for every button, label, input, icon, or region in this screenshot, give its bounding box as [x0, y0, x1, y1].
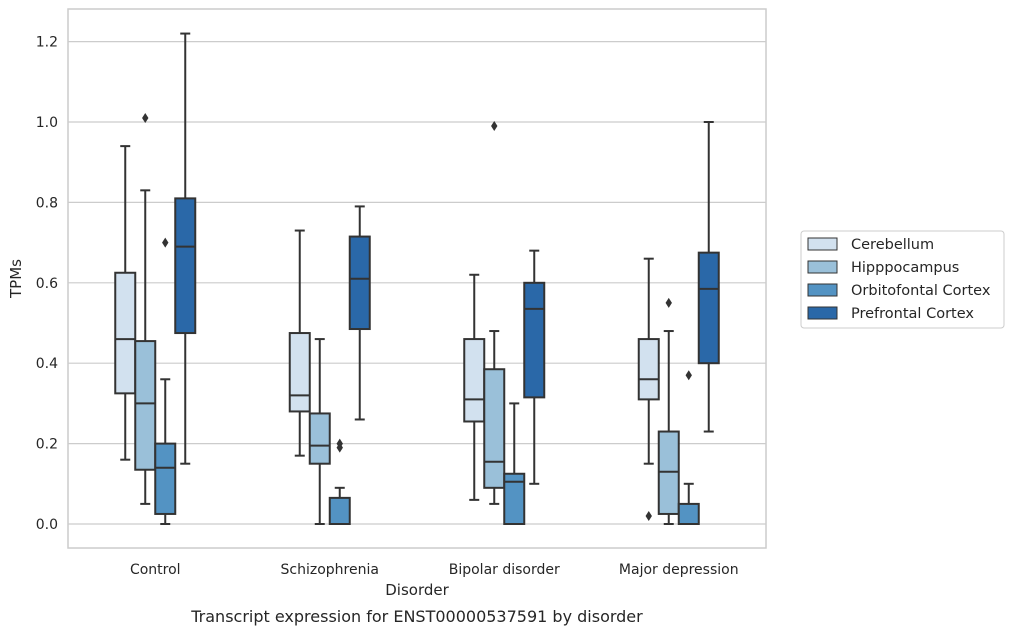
x-tick-label: Schizophrenia [281, 562, 379, 578]
box-major-depression-hipppocampus [657, 297, 680, 525]
chart-caption: Transcript expression for ENST0000053759… [190, 607, 643, 626]
legend-frame [800, 230, 1005, 329]
iqr-box [134, 340, 157, 471]
iqr-box [114, 271, 137, 395]
legend-label: Hipppocampus [851, 260, 959, 276]
iqr-box [174, 197, 197, 335]
box-bipolar-disorder-hipppocampus [483, 121, 506, 505]
iqr-box [308, 412, 331, 465]
box-bipolar-disorder-cerebellum [463, 273, 486, 501]
x-tick-label: Major depression [619, 562, 739, 578]
legend-swatch [807, 260, 838, 274]
x-tick-labels: Control Schizophrenia Bipolar disorder Majo… [130, 562, 739, 578]
iqr-box [463, 338, 486, 423]
x-tick-label: Bipolar disorder [449, 562, 560, 578]
box-control-orbitofontal-cortex [154, 237, 177, 525]
x-tick-label: Control [130, 562, 181, 578]
legend-label: Orbitofontal Cortex [851, 283, 991, 299]
x-axis-title: Disorder [385, 581, 449, 599]
box-major-depression-cerebellum [637, 257, 660, 521]
outlier-point [645, 510, 652, 521]
iqr-box [523, 281, 546, 399]
y-tick-label: 0.2 [36, 437, 58, 453]
outlier-point [491, 121, 498, 132]
y-tick-label: 0.0 [36, 517, 58, 533]
y-axis-title: TPMs [7, 259, 25, 299]
legend-swatch [807, 306, 838, 320]
outlier-point [665, 297, 672, 308]
legend-swatch [807, 283, 838, 297]
box-schizophrenia-orbitofontal-cortex [328, 438, 351, 525]
y-tick-label: 0.4 [36, 356, 58, 372]
outlier-point [162, 237, 169, 248]
legend-label: Cerebellum [851, 237, 934, 253]
iqr-box [288, 332, 311, 413]
box-major-depression-orbitofontal-cortex [677, 370, 700, 525]
outlier-point [685, 370, 692, 381]
box-schizophrenia-prefrontal-cortex [348, 205, 371, 421]
y-tick-label: 0.6 [36, 276, 58, 292]
box-layer [114, 32, 720, 525]
plot-frame [67, 8, 767, 549]
box-control-cerebellum [114, 145, 137, 461]
outlier-point [336, 438, 343, 449]
y-tick-label: 1.0 [36, 115, 58, 131]
iqr-box [483, 368, 506, 489]
box-major-depression-prefrontal-cortex [697, 121, 720, 433]
y-tick-label: 1.2 [36, 35, 58, 51]
y-tick-label: 0.8 [36, 195, 58, 211]
iqr-box [348, 235, 371, 331]
legend-label: Prefrontal Cortex [851, 306, 974, 322]
legend: Cerebellum Hipppocampus Orbitofontal Corte… [800, 230, 1005, 329]
iqr-box [677, 502, 700, 525]
box-schizophrenia-hipppocampus [308, 338, 331, 525]
box-bipolar-disorder-prefrontal-cortex [523, 249, 546, 485]
box-bipolar-disorder-orbitofontal-cortex [503, 402, 526, 525]
iqr-box [697, 251, 720, 365]
iqr-box [503, 472, 526, 525]
box-control-prefrontal-cortex [174, 32, 197, 465]
iqr-box [328, 496, 351, 525]
box-control-hipppocampus [134, 112, 157, 505]
iqr-box [657, 430, 680, 515]
iqr-box [637, 338, 660, 401]
box-schizophrenia-cerebellum [288, 229, 311, 457]
iqr-box [154, 442, 177, 515]
y-tick-labels: 0.0 0.2 0.4 0.6 0.8 1.0 1.2 [36, 35, 58, 533]
legend-swatch [807, 237, 838, 251]
outlier-point [142, 112, 149, 123]
